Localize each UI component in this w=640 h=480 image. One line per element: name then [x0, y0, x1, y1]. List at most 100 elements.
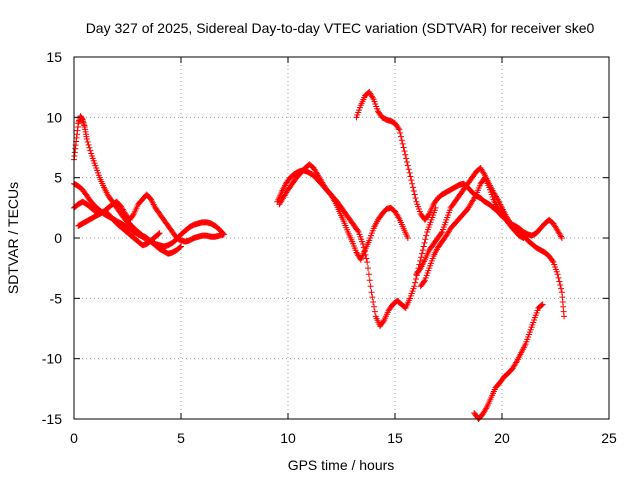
data-point	[371, 303, 378, 310]
data-point	[395, 125, 402, 132]
data-point	[155, 230, 162, 237]
data-series-arc4	[75, 208, 163, 249]
data-point	[406, 169, 413, 176]
data-point	[399, 140, 406, 147]
data-point	[177, 244, 184, 251]
data-point	[410, 187, 417, 194]
data-point	[422, 236, 429, 243]
data-point	[483, 405, 490, 412]
data-point	[404, 162, 411, 169]
x-tick-label: 15	[387, 430, 403, 446]
data-series-arc6	[276, 161, 411, 263]
data-point	[404, 235, 411, 241]
x-tick-label: 5	[177, 430, 185, 446]
y-tick-label: -15	[42, 411, 62, 427]
y-tick-label: -10	[42, 351, 62, 367]
data-series-arc9	[471, 301, 546, 422]
y-tick-label: -5	[50, 290, 63, 306]
data-point	[368, 289, 375, 296]
data-point	[371, 308, 378, 315]
data-point	[556, 278, 563, 285]
y-tick-label: 10	[46, 109, 62, 125]
data-point	[400, 144, 407, 151]
data-point	[481, 170, 488, 177]
data-point	[398, 137, 405, 144]
data-point	[557, 282, 564, 289]
data-point	[558, 233, 565, 240]
ticks-layer	[73, 56, 610, 420]
data-point	[409, 184, 416, 191]
data-point	[538, 302, 545, 309]
data-point	[87, 147, 94, 154]
data-point	[412, 279, 419, 286]
data-point	[367, 283, 374, 290]
data-series-arc5	[274, 167, 439, 330]
data-point	[85, 141, 92, 148]
data-point	[409, 180, 416, 187]
data-point	[520, 235, 527, 241]
data-point	[380, 318, 387, 325]
data-point	[395, 214, 402, 221]
data-point	[513, 359, 520, 366]
data-point	[220, 231, 227, 238]
data-point	[411, 283, 418, 290]
y-axis-label: SDTVAR / TECUs	[5, 182, 21, 294]
data-point	[555, 274, 562, 281]
data-point	[363, 255, 370, 262]
data-point	[558, 235, 565, 241]
data-point	[403, 155, 410, 162]
data-series-arc10	[417, 174, 527, 290]
data-point	[370, 298, 377, 305]
data-point	[354, 227, 361, 234]
data-point	[408, 177, 415, 184]
y-tick-label: 15	[46, 49, 62, 65]
data-point	[403, 158, 410, 165]
data-point	[397, 133, 404, 140]
y-tick-label: 5	[54, 170, 62, 186]
data-point	[425, 212, 432, 219]
data-point	[558, 285, 565, 292]
data-point	[561, 313, 568, 320]
x-tick-label: 10	[280, 430, 296, 446]
data-point	[365, 265, 372, 272]
data-point	[369, 294, 376, 301]
data-point	[331, 197, 338, 204]
data-point	[365, 271, 372, 278]
x-tick-label: 25	[601, 430, 617, 446]
y-tick-label: 0	[54, 230, 62, 246]
data-point	[405, 166, 412, 173]
data-point	[401, 148, 408, 155]
data-point	[421, 239, 428, 246]
data-point	[130, 212, 137, 219]
marks-layer	[71, 88, 568, 422]
data-point	[396, 126, 403, 133]
data-point	[549, 257, 556, 264]
data-point	[539, 301, 546, 308]
data-point	[412, 195, 419, 202]
data-point	[472, 193, 479, 200]
data-point	[397, 130, 404, 137]
data-point	[402, 151, 409, 158]
data-point	[554, 271, 561, 278]
data-point	[83, 136, 90, 143]
data-point	[493, 194, 500, 201]
data-point	[418, 250, 425, 257]
data-point	[84, 138, 91, 145]
data-point	[364, 259, 371, 266]
data-point	[407, 173, 414, 180]
data-point	[423, 232, 430, 239]
data-point	[156, 230, 163, 237]
data-point	[366, 277, 373, 284]
chart-title: Day 327 of 2025, Sidereal Day-to-day VTE…	[86, 20, 595, 36]
data-point	[411, 191, 418, 198]
tick-label-layer: 0 5 10 15 20 25 15 10 5 0 -5 -10 -15	[42, 49, 617, 446]
x-axis-label: GPS time / hours	[288, 457, 395, 473]
data-point	[438, 230, 445, 237]
data-point	[419, 247, 426, 254]
data-point	[369, 94, 376, 101]
data-point	[421, 278, 428, 285]
data-point	[420, 243, 427, 250]
x-tick-label: 0	[70, 430, 78, 446]
